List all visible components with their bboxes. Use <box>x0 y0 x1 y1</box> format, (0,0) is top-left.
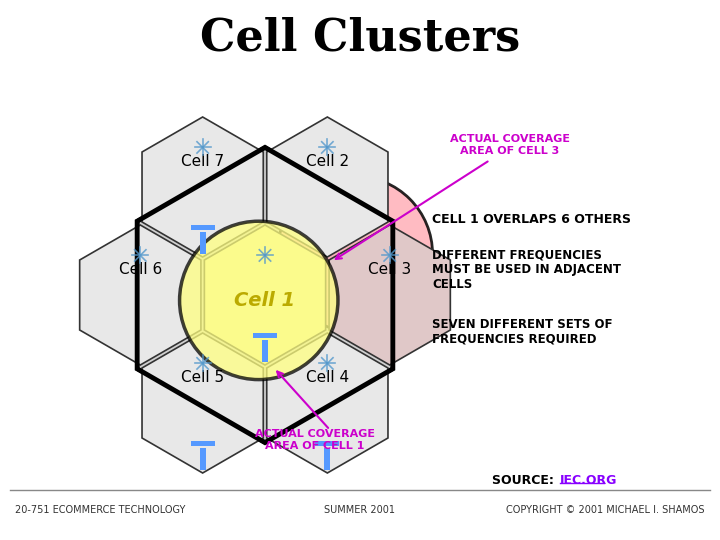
Bar <box>199 448 206 470</box>
Circle shape <box>277 176 433 332</box>
Circle shape <box>179 221 338 380</box>
Text: IEC.ORG: IEC.ORG <box>560 474 617 487</box>
Text: ACTUAL COVERAGE
AREA OF CELL 3: ACTUAL COVERAGE AREA OF CELL 3 <box>450 134 570 156</box>
Text: ACTUAL COVERAGE
AREA OF CELL 1: ACTUAL COVERAGE AREA OF CELL 1 <box>255 429 375 451</box>
Text: DIFFERENT FREQUENCIES
MUST BE USED IN ADJACENT
CELLS: DIFFERENT FREQUENCIES MUST BE USED IN AD… <box>432 248 621 291</box>
Bar <box>191 225 215 230</box>
Text: Cell 2: Cell 2 <box>306 154 349 170</box>
Polygon shape <box>142 333 264 473</box>
Text: Cell 6: Cell 6 <box>119 262 162 278</box>
Bar <box>199 232 206 254</box>
Text: 20-751 ECOMMERCE TECHNOLOGY: 20-751 ECOMMERCE TECHNOLOGY <box>15 505 185 515</box>
Text: Cell 5: Cell 5 <box>181 370 224 386</box>
Text: Cell 7: Cell 7 <box>181 154 224 170</box>
Bar <box>324 448 330 470</box>
Bar <box>253 333 277 338</box>
Text: SOURCE:: SOURCE: <box>492 474 558 487</box>
Text: CELL 1 OVERLAPS 6 OTHERS: CELL 1 OVERLAPS 6 OTHERS <box>432 213 631 226</box>
Polygon shape <box>80 225 201 365</box>
Polygon shape <box>266 333 388 473</box>
Text: Cell 1: Cell 1 <box>235 291 296 309</box>
Text: Cell Clusters: Cell Clusters <box>200 17 520 59</box>
Text: SEVEN DIFFERENT SETS OF
FREQUENCIES REQUIRED: SEVEN DIFFERENT SETS OF FREQUENCIES REQU… <box>432 318 613 346</box>
Text: Cell 3: Cell 3 <box>368 262 411 278</box>
Bar <box>315 441 339 446</box>
Bar <box>262 340 268 362</box>
Polygon shape <box>142 117 264 257</box>
Polygon shape <box>204 225 325 365</box>
Polygon shape <box>329 225 450 365</box>
Text: Cell 4: Cell 4 <box>306 370 349 386</box>
Bar <box>191 441 215 446</box>
Polygon shape <box>266 117 388 257</box>
Text: SUMMER 2001: SUMMER 2001 <box>325 505 395 515</box>
Text: COPYRIGHT © 2001 MICHAEL I. SHAMOS: COPYRIGHT © 2001 MICHAEL I. SHAMOS <box>506 505 705 515</box>
Polygon shape <box>138 147 393 443</box>
